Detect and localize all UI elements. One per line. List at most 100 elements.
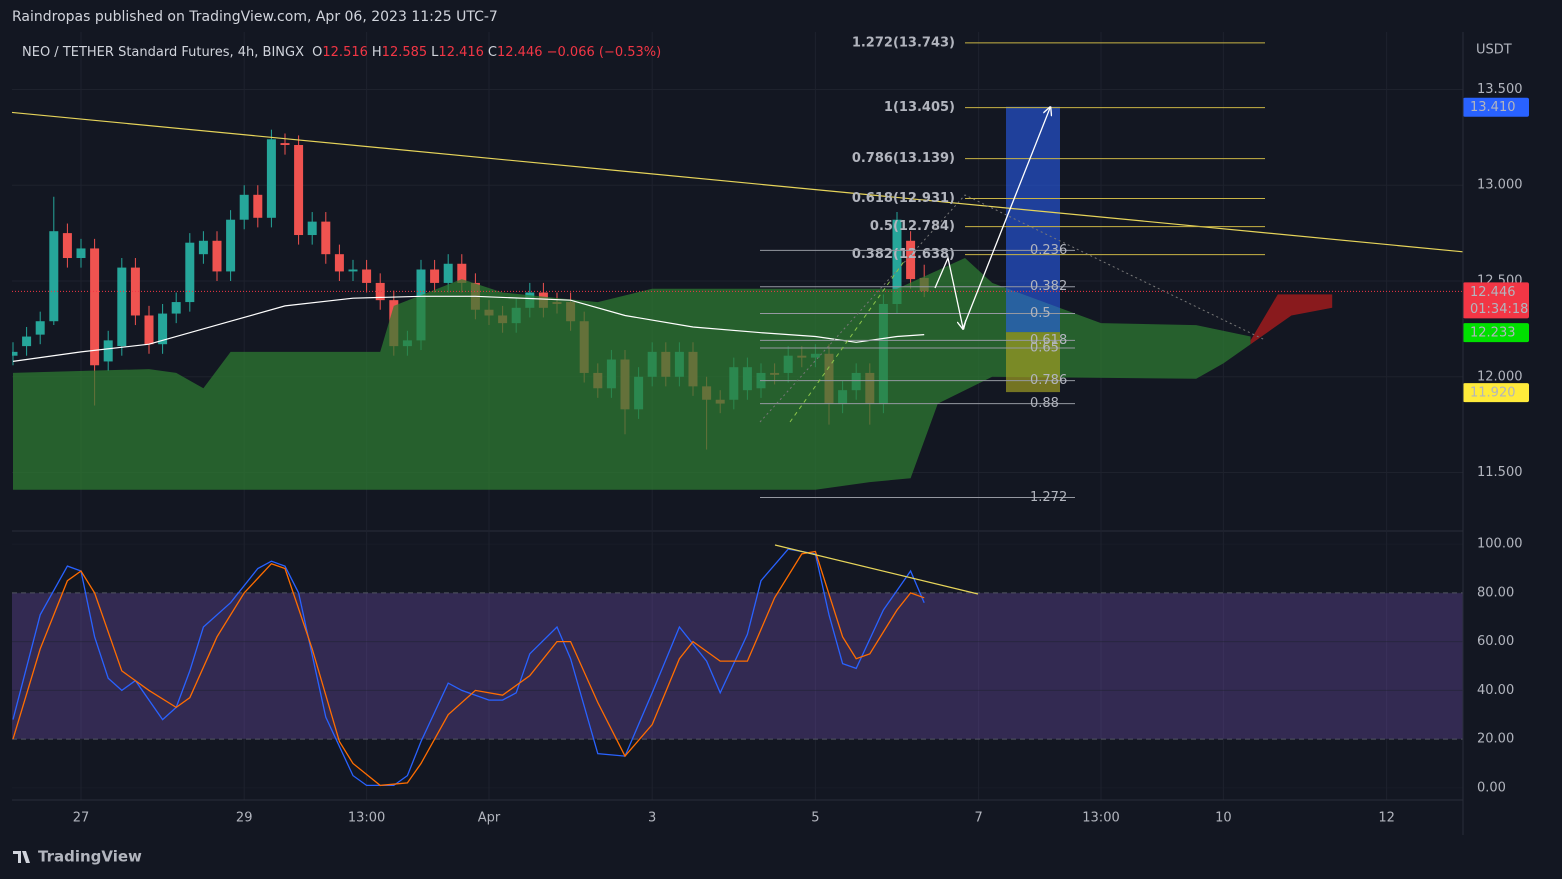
retracement-label: 0.65 xyxy=(1030,341,1059,356)
candle-body xyxy=(226,219,236,272)
candle-body xyxy=(49,231,59,322)
x-tick-label: 7 xyxy=(974,811,982,826)
target-zone xyxy=(1006,106,1060,333)
ohlc: O12.516 H12.585 L12.416 C12.446 xyxy=(308,45,542,60)
currency: USDT xyxy=(1476,43,1512,58)
candle-body xyxy=(280,143,290,146)
retracement-label: 0.786 xyxy=(1030,373,1067,388)
candle-body xyxy=(906,240,916,280)
countdown: 01:34:18 xyxy=(1470,302,1528,317)
price-badge xyxy=(1463,97,1529,117)
dotted-path xyxy=(759,194,1266,423)
candle-body xyxy=(321,221,331,255)
ohlc-label: O xyxy=(312,45,323,60)
moving-average xyxy=(12,295,925,362)
stop-zone xyxy=(1006,332,1060,393)
y-tick-label: 80.00 xyxy=(1477,585,1514,600)
y-tick-label: 20.00 xyxy=(1477,732,1514,747)
x-tick-label: 10 xyxy=(1215,811,1232,826)
fib-label: 0.786(13.139) xyxy=(852,151,955,166)
stoch-band xyxy=(12,592,1463,740)
fib-label: 1(13.405) xyxy=(884,100,955,115)
candle-body xyxy=(158,313,168,345)
candle-body xyxy=(62,233,72,259)
x-tick-label: 29 xyxy=(236,811,253,826)
price-badge-label: 11.920 xyxy=(1470,386,1516,401)
cloud xyxy=(13,258,1251,490)
arrow xyxy=(962,108,1050,329)
price-badge-label: 13.410 xyxy=(1470,100,1516,115)
legend-row: NEO / TETHER Standard Futures, 4h, BINGX… xyxy=(22,45,661,60)
candle-body xyxy=(144,315,154,345)
x-tick-label: 13:00 xyxy=(1082,811,1119,826)
change: −0.066 (−0.53%) xyxy=(546,45,662,60)
y-tick-label: 13.000 xyxy=(1477,178,1523,193)
y-tick-label: 100.00 xyxy=(1477,537,1523,552)
stoch-line xyxy=(12,548,925,787)
candle-body xyxy=(35,321,45,335)
divergence-line xyxy=(774,544,979,595)
candle-body xyxy=(362,269,372,283)
candle-body xyxy=(239,194,249,220)
candle-body xyxy=(307,221,317,236)
candle-body xyxy=(117,267,127,347)
candle-body xyxy=(212,240,222,272)
candle-body xyxy=(90,248,100,366)
fib-label: 0.618(12.931) xyxy=(852,191,955,206)
fib-label: 0.382(12.638) xyxy=(852,247,955,262)
candle-body xyxy=(22,336,32,347)
y-tick-label: 60.00 xyxy=(1477,634,1514,649)
candle-body xyxy=(348,269,358,272)
candle-body xyxy=(457,263,467,283)
ohlc-value: 12.585 xyxy=(381,45,428,60)
retracement-label: 0.382 xyxy=(1030,279,1067,294)
candle-body xyxy=(76,248,86,259)
price-badge-label: 12.446 xyxy=(1470,285,1516,300)
ohlc-label: L xyxy=(431,45,439,60)
x-tick-label: 13:00 xyxy=(348,811,385,826)
fib-label: 1.272(13.743) xyxy=(852,35,955,50)
cloud xyxy=(1250,294,1333,345)
candle-body xyxy=(171,302,181,314)
x-tick-label: Apr xyxy=(478,811,501,826)
published: Raindropas published on TradingView.com,… xyxy=(12,9,498,25)
retracement-label: 0.236 xyxy=(1030,243,1067,258)
candle-body xyxy=(253,194,263,218)
retracement-label: 1.272 xyxy=(1030,490,1067,505)
y-tick-label: 13.500 xyxy=(1477,82,1523,97)
price-badge xyxy=(1463,323,1529,343)
ohlc-value: 12.516 xyxy=(322,45,368,60)
candle-body xyxy=(185,242,195,303)
price-badge xyxy=(1463,383,1529,403)
brand: TradingView xyxy=(38,848,142,866)
candle-body xyxy=(103,340,113,362)
candle-body xyxy=(892,219,902,304)
dashed-path xyxy=(789,259,906,423)
price-badge-label: 12.233 xyxy=(1470,326,1516,341)
x-tick-label: 27 xyxy=(73,811,90,826)
retracement-label: 0.88 xyxy=(1030,396,1059,411)
candle-body xyxy=(443,263,453,283)
y-tick-label: 0.00 xyxy=(1477,780,1506,795)
ohlc-value: 12.416 xyxy=(438,45,484,60)
ohlc-label: H xyxy=(371,45,382,60)
candle-body xyxy=(198,240,208,255)
x-tick-label: 3 xyxy=(648,811,656,826)
y-tick-label: 11.500 xyxy=(1477,465,1523,480)
logo xyxy=(13,851,30,863)
candle-body xyxy=(266,139,276,218)
x-tick-label: 12 xyxy=(1378,811,1395,826)
candle-body xyxy=(12,351,18,356)
y-tick-label: 12.000 xyxy=(1477,369,1523,384)
y-tick-label: 40.00 xyxy=(1477,683,1514,698)
ohlc-label: C xyxy=(487,45,497,60)
ohlc-value: 12.446 xyxy=(497,45,543,60)
candle-body xyxy=(294,145,304,236)
price-badge xyxy=(1463,282,1529,319)
retracement-label: 0.618 xyxy=(1030,333,1067,348)
trendline xyxy=(12,111,1463,253)
candle-body xyxy=(334,254,344,272)
candle-body xyxy=(375,282,385,301)
